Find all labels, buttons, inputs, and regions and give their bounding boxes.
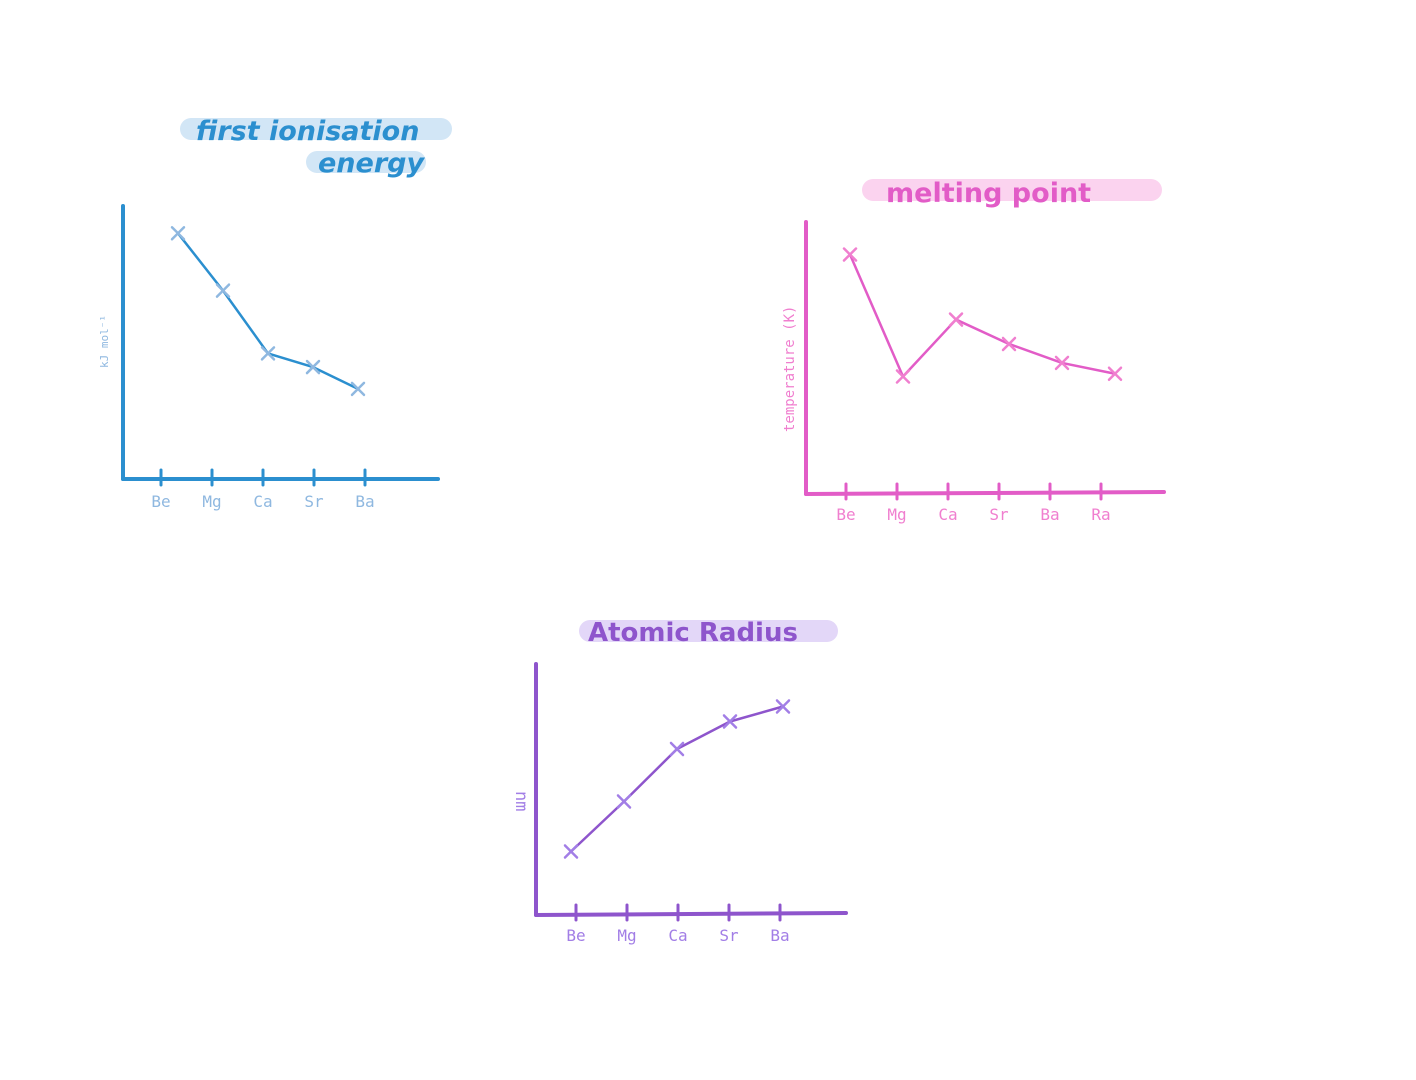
y-axis-label: nm <box>511 791 531 811</box>
cross-stroke <box>842 247 858 262</box>
cross-stroke <box>669 741 685 757</box>
title-highlight-1b <box>306 151 426 173</box>
data-point-cross <box>170 226 186 241</box>
data-point-cross <box>842 247 858 262</box>
x-tick-label: Ba <box>355 492 374 511</box>
chart-title: Atomic Radius <box>588 618 798 648</box>
x-tick-label: Ca <box>253 492 272 511</box>
chart-marks: Be Mg Ca Sr Ba <box>563 699 791 945</box>
data-point-cross <box>616 794 632 809</box>
data-point-cross <box>563 844 579 859</box>
cross-stroke <box>1001 336 1017 352</box>
cross-stroke <box>948 312 964 327</box>
cross-stroke <box>1054 355 1070 371</box>
data-point-cross <box>215 283 231 298</box>
chart-ionisation: first ionisation energy kJ mol⁻¹ Be Mg Ca S… <box>98 116 452 511</box>
title-highlight-2 <box>862 179 1162 201</box>
y-axis-label: temperature (K) <box>782 306 798 432</box>
x-tick-label: Be <box>836 505 855 524</box>
x-tick-label: Be <box>151 492 170 511</box>
data-point-cross <box>305 359 321 375</box>
x-tick-label: Sr <box>719 926 739 945</box>
chart-title-line2: energy <box>318 148 425 179</box>
x-tick-label: Ra <box>1091 505 1110 524</box>
data-point-cross <box>350 381 366 397</box>
cross-stroke <box>616 794 632 809</box>
chart-marks: Be Mg Ca Sr Ba Ra <box>836 247 1123 524</box>
x-tick-label: Be <box>566 926 585 945</box>
x-tick-label: Sr <box>304 492 324 511</box>
cross-stroke <box>305 359 321 375</box>
x-tick-label: Ba <box>1040 505 1059 524</box>
chart-title: melting point <box>886 178 1091 209</box>
data-point-cross <box>722 714 738 729</box>
x-tick-label: Ca <box>938 505 957 524</box>
data-point-cross <box>1001 336 1017 352</box>
cross-stroke <box>350 381 366 397</box>
chart-axes <box>121 204 440 481</box>
chart-title-line1: first ionisation <box>196 116 419 147</box>
chart-axes <box>804 220 1166 496</box>
cross-stroke <box>722 714 738 729</box>
x-tick-label: Ba <box>770 926 789 945</box>
cross-stroke <box>260 346 276 361</box>
chart-axes <box>534 662 848 917</box>
chart-radius: Atomic Radius nm Be Mg Ca Sr Ba <box>511 618 848 945</box>
series-line <box>848 253 1117 378</box>
series-line <box>569 705 785 853</box>
cross-stroke <box>1107 366 1123 382</box>
title-highlight-1a <box>180 118 452 140</box>
cross-stroke <box>563 844 579 859</box>
cross-stroke <box>895 369 911 384</box>
y-axis-label: kJ mol⁻¹ <box>98 315 111 368</box>
title-highlight-3 <box>579 620 838 642</box>
data-point-cross <box>1107 366 1123 382</box>
data-point-cross <box>895 369 911 384</box>
x-tick-label: Ca <box>668 926 687 945</box>
data-point-cross <box>669 741 685 757</box>
x-tick-label: Sr <box>989 505 1009 524</box>
x-tick-label: Mg <box>617 926 636 945</box>
data-point-cross <box>260 346 276 361</box>
x-tick-label: Mg <box>887 505 906 524</box>
series-line <box>176 232 360 391</box>
cross-stroke <box>215 283 231 298</box>
data-point-cross <box>1054 355 1070 371</box>
cross-stroke <box>775 699 791 714</box>
chart-marks: Be Mg Ca Sr Ba <box>151 226 375 511</box>
cross-stroke <box>170 226 186 241</box>
x-tick-label: Mg <box>202 492 221 511</box>
chart-melting: melting point temperature (K) Be Mg Ca Sr Ba… <box>782 178 1166 524</box>
data-point-cross <box>775 699 791 714</box>
data-point-cross <box>948 312 964 327</box>
